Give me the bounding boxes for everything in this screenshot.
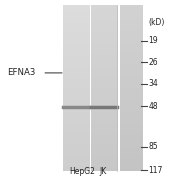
Text: 19: 19 (148, 36, 158, 45)
Text: JK: JK (100, 167, 107, 176)
Text: 85: 85 (148, 142, 158, 151)
Text: 26: 26 (148, 58, 158, 67)
Text: 117: 117 (148, 166, 163, 175)
Text: (kD): (kD) (148, 18, 165, 27)
Text: 48: 48 (148, 102, 158, 111)
Text: 34: 34 (148, 79, 158, 88)
Text: EFNA3: EFNA3 (7, 68, 36, 77)
Text: HepG2: HepG2 (69, 167, 95, 176)
